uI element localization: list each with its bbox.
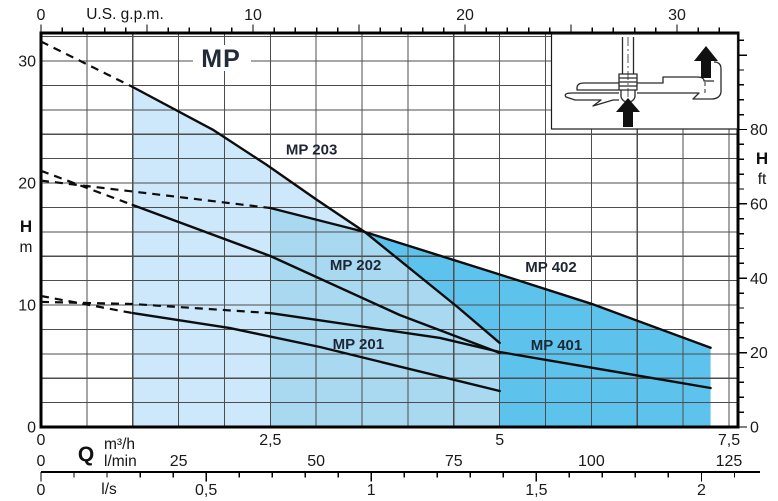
ls-tick-label: 2 (697, 482, 706, 499)
region-mp20x-high (270, 208, 500, 427)
series-label-mp-402: MP 402 (525, 259, 576, 276)
curve-dashed-mp-201 (40, 294, 133, 315)
curve-mp-402 (269, 206, 712, 349)
m3h-axis-unit: m³/h (104, 436, 135, 453)
ft-tick-label: 40 (750, 271, 768, 288)
ft-tick-label: 80 (750, 122, 768, 139)
operating-regions (132, 87, 711, 427)
gpm-tick-label: 30 (668, 7, 686, 24)
ls-tick-label: 0,5 (195, 482, 217, 499)
inlet-arrow-icon (616, 98, 640, 127)
series-label-mp-401: MP 401 (531, 337, 582, 354)
m3h-tick-label: 0 (37, 432, 46, 449)
m-tick-label: 30 (18, 54, 36, 71)
curve-dashed-mp-401 (40, 300, 271, 315)
title-backing (193, 45, 251, 71)
series-label-mp-202: MP 202 (330, 257, 381, 274)
pump-cross-section-drawing (564, 37, 722, 127)
lmin-tick-label: 100 (578, 453, 605, 470)
head-left-axis-unit: m (20, 239, 33, 256)
lmin-tick-label: 50 (307, 453, 325, 470)
gpm-axis-label: U.S. g.p.m. (86, 6, 164, 23)
ft-tick-label: 60 (750, 196, 768, 213)
lmin-tick-label: 75 (445, 453, 463, 470)
outlet-arrow-icon (694, 46, 718, 78)
gpm-tick-label: 20 (456, 7, 474, 24)
plot-border (39, 31, 740, 429)
curve-mp-201 (131, 311, 501, 393)
m3h-tick-label: 7,5 (718, 432, 740, 449)
curve-dashed-mp-402 (40, 179, 271, 210)
ft-tick-label: 20 (750, 345, 768, 362)
lmin-axis-unit: l/min (104, 453, 137, 470)
gpm-tick-label: 10 (244, 7, 262, 24)
flow-axis-label: Q (78, 443, 94, 466)
pump-curves: MP 203 MP 202 MP 201 MP 402 MP 401 (40, 40, 712, 393)
curve-dashed-mp-202 (40, 169, 134, 207)
lmin-tick-label: 0 (37, 453, 46, 470)
lmin-tick-label: 125 (716, 453, 743, 470)
m3h-tick-label: 5 (495, 432, 504, 449)
ft-tick-label: 0 (750, 420, 759, 437)
ls-tick-label: 1,5 (525, 482, 547, 499)
m3h-tick-label: 2,5 (259, 432, 281, 449)
gpm-tick-label: 0 (37, 7, 46, 24)
plot-frame (39, 31, 740, 429)
region-mp20x-low (132, 87, 365, 427)
curve-dashed-mp-203 (40, 40, 134, 88)
series-label-mp-201: MP 201 (333, 336, 384, 353)
chart-title: MP (201, 45, 241, 73)
head-right-axis-unit: ft (758, 171, 767, 188)
curve-mp-203 (131, 85, 501, 345)
m-tick-label: 20 (18, 176, 36, 193)
series-label-mp-203: MP 203 (286, 141, 337, 158)
m-tick-label: 10 (18, 298, 36, 315)
m-tick-label: 0 (27, 420, 36, 437)
curve-mp-401 (269, 311, 712, 390)
head-right-axis-label: H (756, 149, 768, 168)
curve-mp-202 (131, 203, 501, 355)
ls-tick-label: 1 (367, 482, 376, 499)
ls-tick-label: 0 (37, 482, 46, 499)
lmin-tick-label: 25 (170, 453, 188, 470)
ls-axis-unit: l/s (101, 481, 117, 498)
pump-schematic-inset (550, 33, 739, 130)
head-left-axis-label: H (20, 217, 32, 236)
